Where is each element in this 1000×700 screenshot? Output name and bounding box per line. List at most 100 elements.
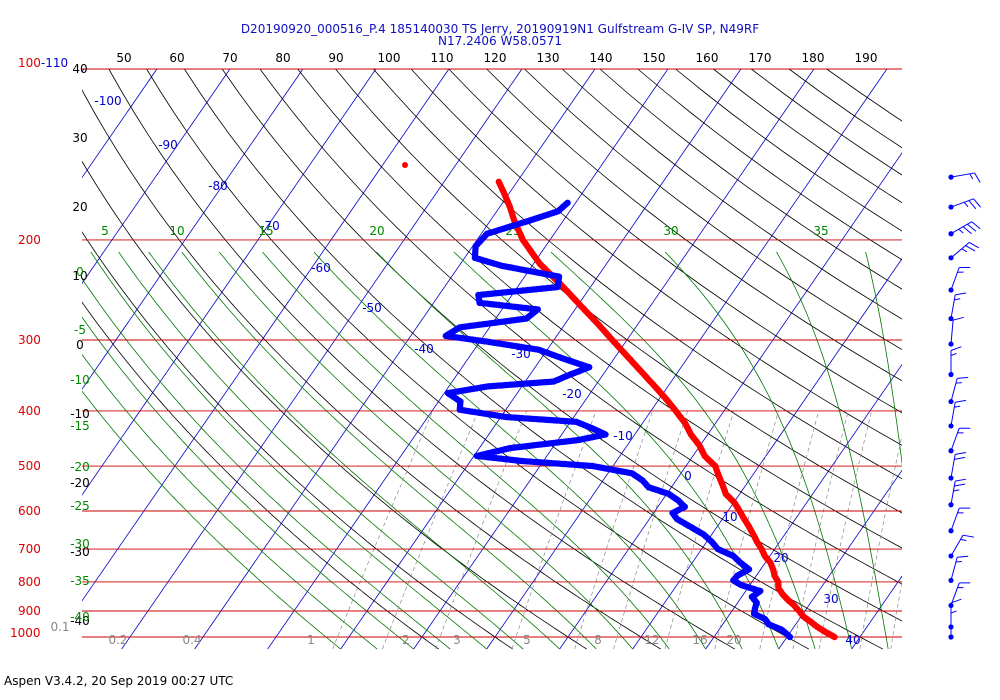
dry-adiabat-line bbox=[82, 89, 661, 650]
dry-adiabat-line bbox=[410, 68, 902, 446]
left-moist-label: -30 bbox=[70, 537, 90, 551]
wind-barb-staff bbox=[950, 508, 960, 531]
wind-barb-flag bbox=[955, 292, 967, 296]
wind-barb-flag bbox=[968, 200, 977, 210]
top-axis-label: 180 bbox=[802, 51, 825, 65]
isotherm-label: -20 bbox=[562, 387, 582, 401]
wind-barb-flag bbox=[969, 241, 980, 249]
moist-adiabat-line bbox=[664, 251, 853, 650]
wind-barb-flag bbox=[955, 452, 967, 455]
wind-barb-staff bbox=[950, 454, 956, 479]
left-temperature-label: 0 bbox=[76, 338, 84, 352]
top-axis-label: 50 bbox=[116, 51, 131, 65]
dry-adiabat-line bbox=[184, 68, 883, 650]
isotherm-line bbox=[0, 69, 11, 649]
left-temperature-label: 10 bbox=[72, 269, 87, 283]
mixing-ratio-line bbox=[759, 410, 820, 650]
dewpoint-point bbox=[564, 199, 571, 206]
wind-barb-staff bbox=[950, 428, 960, 451]
moist-adiabat-line bbox=[82, 316, 414, 650]
isotherm-label: -70 bbox=[260, 219, 280, 233]
wind-barb-staff bbox=[950, 172, 975, 178]
moist-adiabat-label: 5 bbox=[101, 224, 109, 238]
isotherm-line bbox=[851, 575, 902, 650]
top-axis-label: 130 bbox=[537, 51, 560, 65]
wind-barbs bbox=[948, 172, 982, 640]
moist-adiabat-line bbox=[181, 251, 597, 650]
wind-barb-flag bbox=[950, 610, 957, 614]
wind-barb-flag bbox=[950, 598, 962, 604]
dry-adiabat-line bbox=[82, 160, 587, 650]
wind-barb-flag bbox=[963, 201, 969, 208]
top-axis-label: 70 bbox=[222, 51, 237, 65]
mixing-ratio-line bbox=[927, 411, 967, 649]
wind-barb-flag bbox=[961, 248, 968, 253]
isotherm-line bbox=[632, 258, 902, 650]
mixing-ratio-line bbox=[818, 410, 872, 650]
isotherm-label: 10 bbox=[722, 510, 737, 524]
mixing-ratio-line bbox=[613, 410, 688, 650]
wind-barb-flag bbox=[955, 478, 967, 482]
moist-adiabat-line bbox=[82, 353, 378, 650]
dry-adiabat-line bbox=[82, 231, 513, 650]
top-axis-label: 170 bbox=[749, 51, 772, 65]
wind-barb-staff bbox=[950, 582, 960, 606]
moist-adiabat-line bbox=[453, 251, 780, 650]
top-axis-label: 100 bbox=[378, 51, 401, 65]
mixing-ratio-label: 2 bbox=[402, 633, 410, 647]
wind-barb-flag bbox=[957, 376, 969, 379]
left-moist-label: -20 bbox=[70, 460, 90, 474]
moist-adiabat-line bbox=[218, 251, 633, 650]
pressure-label: 100-110 bbox=[18, 56, 68, 70]
moist-adiabat-line bbox=[118, 251, 524, 650]
isotherm-label: -50 bbox=[362, 301, 382, 315]
moist-adiabat-line bbox=[90, 251, 487, 650]
isotherm-line bbox=[778, 469, 902, 650]
pressure-label: 900 bbox=[18, 604, 41, 618]
isotherm-line bbox=[121, 68, 523, 650]
moist-adiabat-label: 30 bbox=[663, 224, 678, 238]
dry-adiabat-line bbox=[108, 68, 735, 650]
dry-adiabat-line bbox=[788, 68, 902, 149]
temperature-point bbox=[495, 178, 503, 186]
mixing-ratio-line bbox=[664, 410, 735, 650]
wind-barb-flag bbox=[954, 298, 961, 301]
mixing-ratio-label: 20 bbox=[726, 633, 741, 647]
left-temperature-label: 40 bbox=[72, 62, 87, 76]
isotherm-line bbox=[82, 68, 85, 73]
chart-title-line-1: D20190920_000516_P.4 185140030 TS Jerry,… bbox=[241, 22, 759, 36]
mixing-ratio-label: 0.4 bbox=[182, 633, 201, 647]
isotherm-label: -100 bbox=[94, 94, 121, 108]
isotherm-line bbox=[194, 68, 596, 650]
isotherm-label: 30 bbox=[823, 592, 838, 606]
dry-adiabat-line bbox=[221, 68, 902, 622]
wind-barb-flag bbox=[954, 456, 966, 460]
mixing-ratio-line bbox=[435, 410, 528, 650]
left-moist-label: -40 bbox=[70, 610, 90, 624]
mixing-ratio-label: 5 bbox=[523, 633, 531, 647]
dry-adiabat-line bbox=[372, 68, 902, 480]
left-moist-label: -10 bbox=[70, 373, 90, 387]
top-axis-label: 150 bbox=[643, 51, 666, 65]
top-axis-label: 190 bbox=[855, 51, 878, 65]
left-moist-label: 0 bbox=[76, 265, 84, 279]
isotherm-line bbox=[267, 68, 669, 650]
isotherm-line bbox=[340, 68, 742, 650]
moist-adiabat-line bbox=[262, 251, 670, 650]
moist-adiabat-label: 20 bbox=[369, 224, 384, 238]
wind-barb-flag bbox=[950, 346, 962, 351]
moist-adiabat-line bbox=[376, 251, 743, 650]
mixing-ratio-line bbox=[859, 434, 902, 650]
wind-barb-flag bbox=[954, 405, 961, 408]
wind-barb-staff bbox=[950, 557, 958, 581]
left-temperature-label: -20 bbox=[70, 476, 90, 490]
moist-adiabat-label: 35 bbox=[813, 224, 828, 238]
pressure-label: 700 bbox=[18, 542, 41, 556]
wind-barb-staff bbox=[950, 221, 973, 235]
wind-barb-flag bbox=[960, 539, 967, 542]
dry-adiabat-line bbox=[524, 68, 902, 351]
top-axis-label: 160 bbox=[696, 51, 719, 65]
isotherm-line bbox=[82, 68, 304, 390]
